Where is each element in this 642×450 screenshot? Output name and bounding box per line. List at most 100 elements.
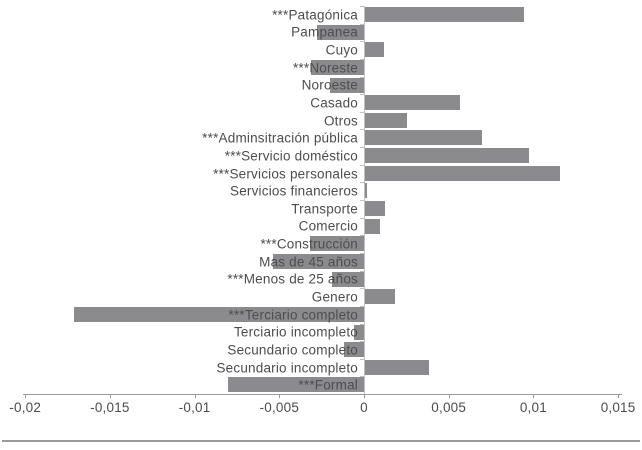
category-label: ***Terciario completo bbox=[228, 307, 358, 323]
category-axis-tick bbox=[360, 24, 364, 25]
bar bbox=[365, 148, 530, 164]
category-label: ***Patagónica bbox=[272, 7, 358, 23]
category-label: ***Servicio doméstico bbox=[224, 148, 358, 164]
x-axis-tick bbox=[279, 394, 281, 398]
x-axis-tick bbox=[109, 394, 111, 398]
category-axis-tick bbox=[360, 200, 364, 201]
bar bbox=[365, 95, 460, 111]
x-axis-tick bbox=[618, 394, 620, 398]
bar-row: ***Formal bbox=[0, 376, 642, 394]
category-axis-tick bbox=[360, 218, 364, 219]
bar-row: ***Servicio doméstico bbox=[0, 147, 642, 165]
x-axis-tick bbox=[448, 394, 450, 398]
bar bbox=[365, 289, 396, 305]
category-label: Mas de 45 años bbox=[259, 254, 358, 270]
bar-row: Transporte bbox=[0, 200, 642, 218]
x-axis-tick bbox=[25, 394, 27, 398]
category-axis-tick bbox=[360, 288, 364, 289]
x-axis-tick bbox=[194, 394, 196, 398]
category-axis-tick bbox=[360, 147, 364, 148]
category-label: ***Servicios personales bbox=[213, 166, 358, 182]
category-axis-tick bbox=[360, 253, 364, 254]
bar-row: Terciario incompleto bbox=[0, 324, 642, 342]
bar bbox=[365, 359, 430, 375]
x-tick-label: -0,02 bbox=[9, 400, 42, 415]
category-label: Terciario incompleto bbox=[233, 324, 358, 340]
bar bbox=[331, 271, 364, 287]
bar-row: ***Patagónica bbox=[0, 6, 642, 24]
category-label: Transporte bbox=[291, 201, 358, 217]
category-axis-tick bbox=[360, 59, 364, 60]
bar-row: ***Terciario completo bbox=[0, 306, 642, 324]
x-tick-label: -0,015 bbox=[90, 400, 130, 415]
category-axis-tick bbox=[360, 271, 364, 272]
bar-row: Comercio bbox=[0, 218, 642, 236]
category-label: ***Menos de 25 años bbox=[227, 271, 358, 287]
category-label: Secundario incompleto bbox=[216, 360, 358, 376]
category-axis-tick bbox=[360, 41, 364, 42]
bar bbox=[309, 236, 364, 252]
category-axis-line bbox=[364, 6, 365, 394]
category-label: ***Construcción bbox=[260, 236, 358, 252]
bar bbox=[365, 218, 381, 234]
bar-row: Genero bbox=[0, 288, 642, 306]
category-axis-tick bbox=[360, 129, 364, 130]
bar-row: Cuyo bbox=[0, 41, 642, 59]
bar-row: Secundario completo bbox=[0, 341, 642, 359]
x-axis-tick bbox=[533, 394, 535, 398]
bar bbox=[228, 377, 364, 393]
bar-row: ***Construcción bbox=[0, 235, 642, 253]
bar bbox=[365, 7, 525, 22]
category-axis-tick bbox=[360, 182, 364, 183]
bar bbox=[365, 130, 482, 146]
x-tick-label: 0 bbox=[360, 400, 368, 415]
bar-row: Noroeste bbox=[0, 77, 642, 95]
bar bbox=[365, 42, 384, 58]
bar-row: ***Adminsitración pública bbox=[0, 129, 642, 147]
category-label: Pampanea bbox=[291, 24, 358, 40]
bar bbox=[365, 201, 386, 217]
category-label: Cuyo bbox=[325, 42, 358, 58]
bar bbox=[272, 253, 364, 269]
bar-row: ***Menos de 25 años bbox=[0, 271, 642, 289]
category-axis-tick bbox=[360, 359, 364, 360]
category-label: ***Adminsitración pública bbox=[202, 130, 358, 146]
category-axis-tick bbox=[360, 306, 364, 307]
bottom-divider-line bbox=[2, 440, 640, 442]
bar-row: Servicios financieros bbox=[0, 182, 642, 200]
category-axis-tick bbox=[360, 77, 364, 78]
category-axis-tick bbox=[360, 235, 364, 236]
bar bbox=[311, 59, 364, 75]
x-axis-tick bbox=[364, 394, 365, 398]
category-label: Genero bbox=[311, 289, 358, 305]
category-axis-tick bbox=[360, 165, 364, 166]
bar bbox=[74, 306, 364, 322]
bar-row: ***Noreste bbox=[0, 59, 642, 77]
bar-row: Otros bbox=[0, 112, 642, 130]
bar bbox=[365, 165, 560, 181]
bar-row: ***Servicios personales bbox=[0, 165, 642, 183]
bar-row: Secundario incompleto bbox=[0, 359, 642, 377]
category-label: Casado bbox=[310, 95, 358, 111]
category-label: Secundario completo bbox=[227, 342, 358, 358]
bar bbox=[365, 112, 408, 128]
category-label: ***Noreste bbox=[292, 60, 358, 76]
category-axis-tick bbox=[360, 6, 364, 7]
category-axis-tick bbox=[360, 324, 364, 325]
bar-row: Casado bbox=[0, 94, 642, 112]
x-tick-label: -0,01 bbox=[178, 400, 211, 415]
category-label: Otros bbox=[323, 113, 358, 129]
bar bbox=[316, 24, 364, 40]
bar bbox=[353, 324, 364, 340]
bar-row: Mas de 45 años bbox=[0, 253, 642, 271]
x-tick-label: -0,005 bbox=[259, 400, 300, 415]
bar bbox=[343, 342, 364, 358]
category-axis-tick bbox=[360, 94, 364, 95]
category-label: Noroeste bbox=[301, 77, 358, 93]
category-label: Servicios financieros bbox=[229, 183, 358, 199]
category-label: Comercio bbox=[298, 218, 358, 234]
x-tick-label: 0,01 bbox=[519, 400, 547, 415]
category-axis-tick bbox=[360, 376, 364, 377]
